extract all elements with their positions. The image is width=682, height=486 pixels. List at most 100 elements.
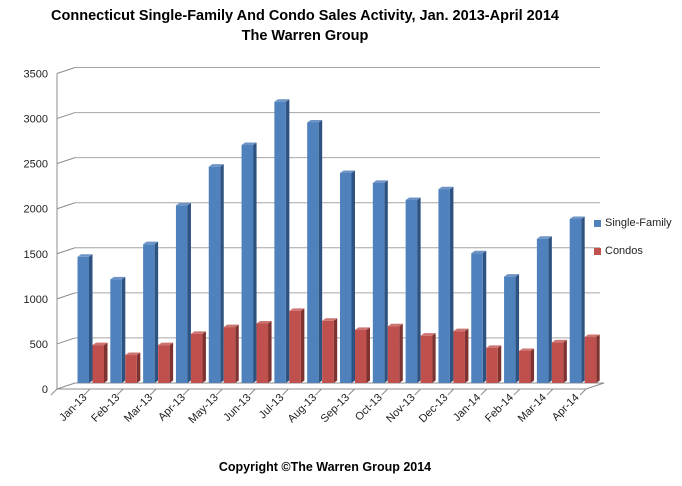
bar-side-single-family-Apr-13 bbox=[187, 202, 191, 383]
x-axis-tick-label: Aug-13 bbox=[286, 392, 320, 426]
bar-condos-Jan-13 bbox=[92, 345, 104, 383]
x-axis-tick bbox=[50, 388, 58, 396]
bar-side-single-family-Sep-13 bbox=[351, 170, 355, 383]
bar-single-family-Mar-14 bbox=[536, 238, 549, 383]
grid-connector bbox=[56, 382, 76, 390]
bar-top-single-family-Jan-13 bbox=[77, 254, 93, 257]
bar-side-single-family-Aug-13 bbox=[318, 119, 323, 383]
bar-side-condos-Apr-14 bbox=[596, 334, 600, 383]
bar-condos-Jun-13 bbox=[256, 323, 269, 383]
bar-top-single-family-Apr-14 bbox=[569, 216, 585, 219]
grid-connector bbox=[56, 292, 76, 300]
x-axis-tick-label: Apr-14 bbox=[550, 392, 582, 424]
bar-top-condos-Jun-13 bbox=[256, 321, 272, 324]
bar-top-condos-Feb-13 bbox=[125, 352, 141, 356]
bar-single-family-Jan-13 bbox=[77, 256, 89, 383]
bar-single-family-Aug-13 bbox=[307, 122, 319, 383]
x-axis-tick-label: Oct-13 bbox=[353, 392, 385, 424]
bar-condos-Feb-14 bbox=[519, 350, 531, 383]
bar-top-condos-Aug-13 bbox=[322, 318, 338, 321]
x-axis-tick bbox=[249, 388, 256, 396]
bar-side-condos-Dec-13 bbox=[464, 328, 469, 383]
x-axis-tick bbox=[215, 388, 223, 396]
bar-side-single-family-Jan-13 bbox=[89, 254, 93, 383]
bar-top-single-family-Nov-13 bbox=[405, 197, 421, 201]
legend-label-single-family: Single-Family bbox=[605, 217, 672, 229]
grid-connector bbox=[56, 67, 76, 74]
bar-condos-Apr-14 bbox=[584, 337, 597, 383]
chart-title-line2: The Warren Group bbox=[241, 28, 369, 44]
x-axis-tick-label: Nov-13 bbox=[384, 392, 418, 426]
bar-top-single-family-Aug-13 bbox=[307, 119, 323, 123]
bar-top-condos-Oct-13 bbox=[387, 323, 403, 327]
grid-connector bbox=[56, 337, 76, 345]
x-axis-tick bbox=[480, 388, 488, 396]
x-axis-tick bbox=[282, 388, 289, 396]
bar-side-single-family-Mar-14 bbox=[548, 236, 552, 383]
chart-legend: Single-Family Condos bbox=[594, 216, 672, 272]
x-axis-tick-label: Apr-13 bbox=[156, 392, 188, 424]
x-axis-tick bbox=[546, 388, 554, 396]
y-axis-tick-label: 0 bbox=[42, 384, 48, 396]
bar-side-single-family-Oct-13 bbox=[384, 180, 388, 383]
chart-title: Connecticut Single-Family And Condo Sale… bbox=[0, 6, 610, 46]
bar-side-condos-Nov-13 bbox=[432, 333, 436, 383]
bar-single-family-May-13 bbox=[208, 166, 221, 383]
bar-single-family-Feb-13 bbox=[110, 279, 122, 383]
y-axis-tick-label: 1000 bbox=[24, 294, 48, 306]
x-axis-tick bbox=[182, 388, 190, 396]
x-axis-tick bbox=[315, 388, 322, 396]
floor-corner bbox=[585, 382, 605, 390]
x-axis-tick bbox=[414, 388, 422, 396]
bar-condos-Sep-13 bbox=[355, 329, 367, 383]
bar-condos-Dec-13 bbox=[453, 331, 465, 383]
x-axis-tick-label: Dec-13 bbox=[417, 392, 451, 426]
bar-top-condos-Feb-14 bbox=[519, 348, 535, 351]
bar-condos-Apr-13 bbox=[190, 333, 203, 383]
bar-top-single-family-Feb-14 bbox=[504, 274, 520, 277]
x-axis-tick-label: Jan-13 bbox=[57, 392, 89, 424]
bar-top-single-family-Apr-13 bbox=[175, 202, 191, 206]
grid-connector bbox=[56, 112, 76, 120]
bar-condos-Jul-13 bbox=[289, 310, 301, 383]
bar-side-condos-Feb-13 bbox=[136, 352, 141, 383]
bar-side-condos-Mar-13 bbox=[169, 342, 174, 383]
legend-label-condos: Condos bbox=[605, 245, 643, 257]
bar-side-single-family-Feb-14 bbox=[515, 274, 520, 383]
x-axis-tick-label: Jul-13 bbox=[257, 392, 287, 422]
bar-side-single-family-Jul-13 bbox=[285, 99, 290, 384]
bar-side-condos-Jun-13 bbox=[268, 321, 272, 383]
y-axis-tick-label: 3000 bbox=[24, 114, 48, 126]
bar-condos-Mar-13 bbox=[158, 345, 170, 383]
single-family-swatch-icon bbox=[594, 219, 601, 227]
bar-top-condos-Jan-13 bbox=[92, 342, 108, 346]
grid-connector bbox=[56, 202, 76, 210]
bar-top-condos-Nov-13 bbox=[420, 333, 436, 336]
bar-condos-Feb-13 bbox=[125, 355, 137, 383]
bar-top-condos-Apr-13 bbox=[190, 331, 206, 334]
bar-single-family-Jan-14 bbox=[471, 253, 483, 383]
y-axis-tick-label: 2000 bbox=[24, 204, 48, 216]
bar-top-single-family-Mar-14 bbox=[536, 236, 552, 239]
bar-side-condos-Jul-13 bbox=[300, 308, 305, 383]
bar-side-single-family-Mar-13 bbox=[154, 241, 159, 383]
x-axis-tick bbox=[348, 388, 355, 396]
x-axis-tick-label: Feb-14 bbox=[483, 392, 516, 425]
bar-single-family-Oct-13 bbox=[372, 182, 385, 383]
bar-side-condos-Oct-13 bbox=[399, 323, 403, 383]
bar-side-condos-Aug-13 bbox=[333, 318, 338, 383]
bar-side-condos-Sep-13 bbox=[366, 327, 370, 383]
x-axis-tick-label: Mar-13 bbox=[122, 392, 155, 425]
bar-top-single-family-Mar-13 bbox=[143, 241, 159, 245]
x-axis-tick bbox=[83, 388, 91, 396]
chart-plot-area: 0 500 1000 1500 2000 2500 3000 3500 Jan-13 Feb-13… bbox=[24, 67, 605, 426]
bar-side-condos-Feb-14 bbox=[530, 348, 535, 383]
bar-single-family-Dec-13 bbox=[438, 189, 450, 383]
bar-side-single-family-May-13 bbox=[220, 164, 224, 383]
bar-top-single-family-Sep-13 bbox=[340, 170, 355, 173]
bar-top-condos-Sep-13 bbox=[355, 327, 370, 330]
grid-connector bbox=[56, 157, 76, 165]
bar-side-single-family-Jun-13 bbox=[253, 142, 257, 383]
bar-side-single-family-Dec-13 bbox=[449, 186, 454, 383]
